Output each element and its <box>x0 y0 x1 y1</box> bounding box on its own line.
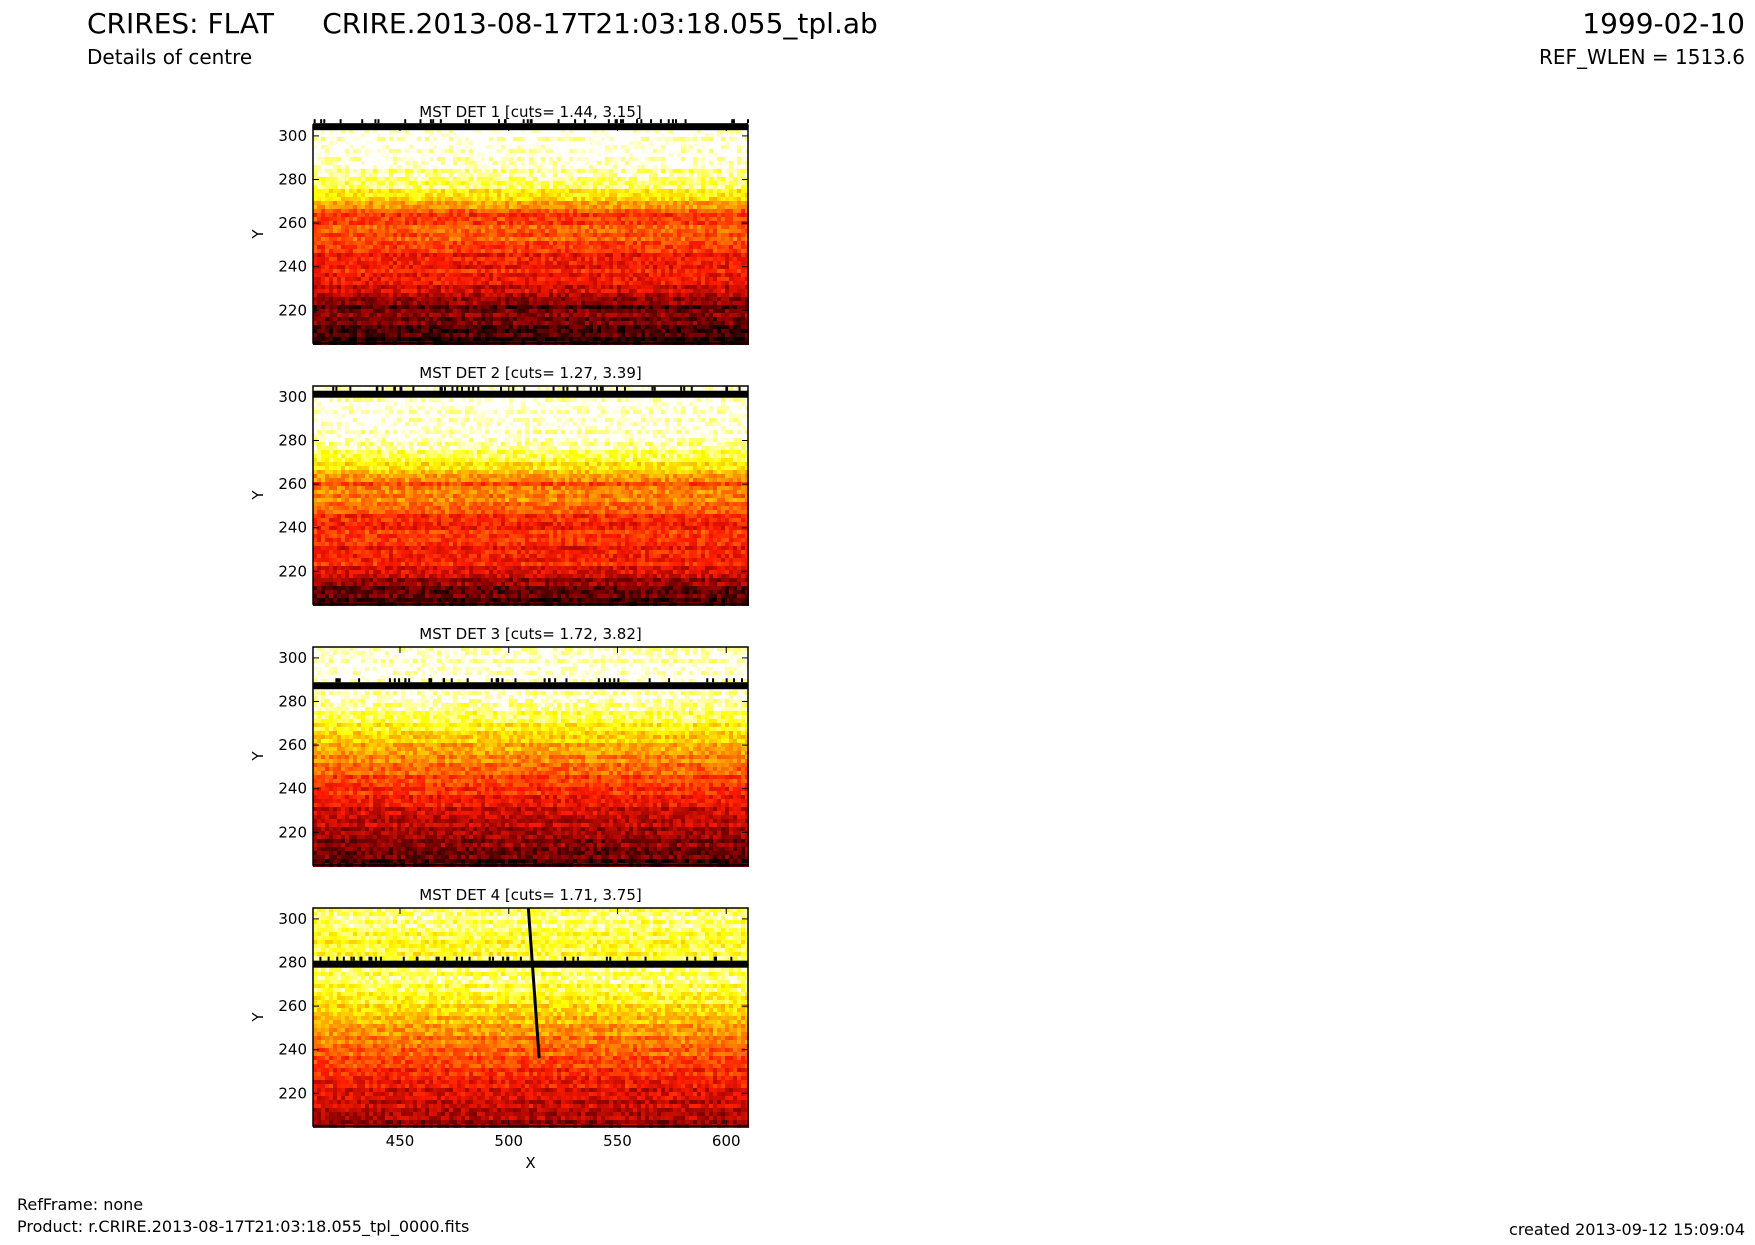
panel-title: MST DET 2 [cuts= 1.27, 3.39] <box>419 364 642 382</box>
bad-row <box>313 960 748 968</box>
panel-title: MST DET 3 [cuts= 1.72, 3.82] <box>419 625 642 643</box>
y-axis-label: Y <box>249 490 267 501</box>
y-tick-label: 260 <box>278 736 307 754</box>
detector-panel-1: MST DET 1 [cuts= 1.44, 3.15] 220 240 260 280… <box>249 103 750 345</box>
y-tick-label: 260 <box>278 475 307 493</box>
plot-frame <box>312 124 749 344</box>
y-tick-label: 240 <box>278 519 307 537</box>
product-name: Product: r.CRIRE.2013-08-17T21:03:18.055… <box>17 1219 469 1235</box>
y-tick-label: 300 <box>278 127 307 145</box>
y-tick-label: 220 <box>278 562 307 580</box>
heatmap-cells <box>313 386 749 606</box>
heatmap-cells <box>313 647 749 867</box>
y-tick-label: 220 <box>278 823 307 841</box>
panel-title: MST DET 1 [cuts= 1.44, 3.15] <box>419 103 642 121</box>
y-tick-label: 240 <box>278 1041 307 1059</box>
detector-panel-2: MST DET 2 [cuts= 1.27, 3.39] 220 240 260 280… <box>249 364 749 606</box>
x-tick-label: 450 <box>386 1132 415 1150</box>
x-tick-label: 550 <box>603 1132 632 1150</box>
plot-frame <box>312 907 749 1127</box>
y-tick-label: 280 <box>278 693 307 711</box>
page-subtitle: Details of centre <box>87 47 252 67</box>
detector-panel-4: MST DET 4 [cuts= 1.71, 3.75] 220 240 260 280… <box>249 886 749 1172</box>
y-tick-label: 300 <box>278 649 307 667</box>
y-axis-label: Y <box>249 229 267 240</box>
ref-wavelength: REF_WLEN = 1513.6 <box>1539 47 1745 67</box>
observation-date: 1999-02-10 <box>1582 10 1745 38</box>
y-tick-label: 220 <box>278 1084 307 1102</box>
file-name: CRIRE.2013-08-17T21:03:18.055_tpl.ab <box>0 10 1200 38</box>
x-axis-label: X <box>525 1154 535 1172</box>
page-title: CRIRES: FLAT <box>87 10 274 38</box>
plot-frame <box>312 646 749 866</box>
x-tick-label: 500 <box>494 1132 523 1150</box>
y-tick-label: 260 <box>278 997 307 1015</box>
heatmap-cells <box>313 908 749 1128</box>
y-tick-label: 220 <box>278 301 307 319</box>
y-tick-label: 280 <box>278 432 307 450</box>
y-tick-label: 240 <box>278 258 307 276</box>
ref-frame: RefFrame: none <box>17 1197 143 1213</box>
y-axis-label: Y <box>249 1012 267 1023</box>
y-tick-label: 300 <box>278 910 307 928</box>
bad-row <box>313 123 748 131</box>
created-timestamp: created 2013-09-12 15:09:04 <box>1509 1222 1745 1238</box>
y-tick-label: 260 <box>278 214 307 232</box>
x-tick-label: 600 <box>712 1132 741 1150</box>
detector-panel-3: MST DET 3 [cuts= 1.72, 3.82] 220 240 260 280… <box>249 625 749 867</box>
plot-frame <box>312 385 749 605</box>
y-tick-label: 280 <box>278 171 307 189</box>
bad-row <box>313 390 748 398</box>
heatmap-cells <box>313 125 749 345</box>
y-axis-label: Y <box>249 751 267 762</box>
panel-title: MST DET 4 [cuts= 1.71, 3.75] <box>419 886 642 904</box>
y-tick-label: 300 <box>278 388 307 406</box>
bad-column <box>526 907 541 1059</box>
y-tick-label: 240 <box>278 780 307 798</box>
bad-row <box>313 682 748 690</box>
y-tick-label: 280 <box>278 954 307 972</box>
